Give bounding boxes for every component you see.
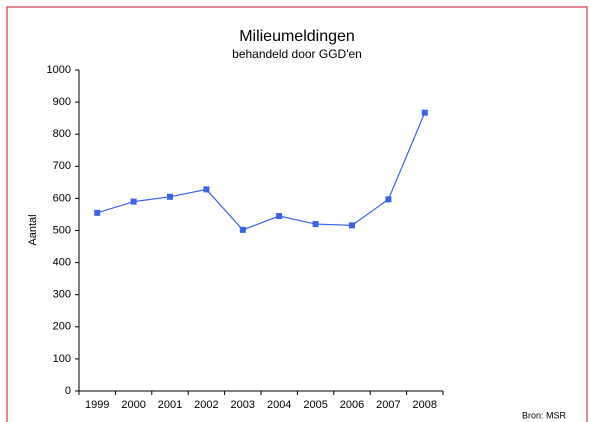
- x-tick-label: 2001: [158, 399, 182, 411]
- x-tick-label: 2000: [121, 399, 145, 411]
- y-axis-label: Aantal: [27, 214, 39, 245]
- x-tick-label: 2008: [413, 399, 437, 411]
- chart-subtitle: behandeld door GGD'en: [232, 47, 362, 61]
- marker: [312, 221, 319, 228]
- marker: [349, 222, 355, 229]
- y-tick-label: 100: [53, 353, 71, 365]
- marker: [276, 213, 283, 220]
- marker: [130, 198, 137, 205]
- y-tick-label: 900: [53, 96, 71, 108]
- x-tick-label: 2004: [267, 399, 291, 411]
- frame: [6, 6, 588, 422]
- y-tick-label: 500: [53, 224, 71, 236]
- x-tick-label: 2003: [231, 399, 255, 411]
- y-tick-label: 0: [65, 385, 71, 397]
- y-tick-label: 400: [53, 257, 71, 269]
- y-tick-label: 200: [53, 321, 71, 333]
- line: [97, 112, 426, 231]
- y-tick-label: 700: [53, 160, 71, 172]
- marker: [239, 226, 246, 233]
- y-tick-label: 1000: [47, 64, 71, 76]
- x-tick-label: 2006: [340, 399, 364, 411]
- y-tick-label: 800: [53, 128, 71, 140]
- marker: [385, 196, 392, 203]
- marker: [94, 209, 101, 216]
- chart-title: Milieumeldingen: [239, 28, 355, 45]
- x-tick-label: 2005: [303, 399, 327, 411]
- y-tick-label: 600: [53, 192, 71, 204]
- source: Bron: MSR: [522, 410, 567, 420]
- x-tick-label: 1999: [85, 399, 109, 411]
- marker: [203, 186, 210, 193]
- x-tick-label: 2002: [194, 399, 218, 411]
- y-tick-label: 300: [53, 289, 71, 301]
- x-tick-label: 2007: [376, 399, 400, 411]
- marker: [167, 193, 173, 200]
- marker: [421, 109, 428, 116]
